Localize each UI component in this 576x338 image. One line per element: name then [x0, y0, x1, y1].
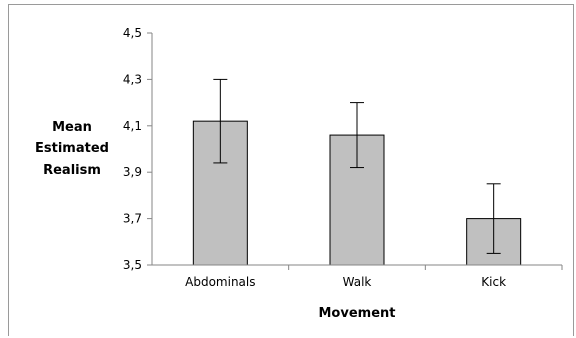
x-tick-label: Walk	[343, 275, 372, 289]
y-tick-label: 3,5	[123, 258, 142, 272]
x-axis-title: Movement	[319, 306, 396, 321]
y-tick-label: 3,9	[123, 165, 142, 179]
chart-frame	[8, 4, 574, 336]
error-bars	[213, 78, 501, 254]
y-tick-label: 4,5	[123, 26, 142, 40]
y-axis-ticks: 3,5 3,7 3,9 4,1 4,3 4,5	[123, 26, 152, 272]
y-axis-title-line-3: Realism	[43, 163, 101, 178]
x-axis-ticks: Abdominals Walk Kick	[185, 265, 563, 289]
y-axis-title-line-1: Mean	[52, 120, 92, 135]
x-tick-label: Kick	[481, 275, 506, 289]
y-axis-title-line-2: Estimated	[35, 141, 109, 156]
y-tick-label: 4,3	[123, 72, 142, 86]
y-tick-label: 3,7	[123, 212, 142, 226]
x-tick-label: Abdominals	[185, 275, 255, 289]
y-tick-label: 4,1	[123, 119, 142, 133]
